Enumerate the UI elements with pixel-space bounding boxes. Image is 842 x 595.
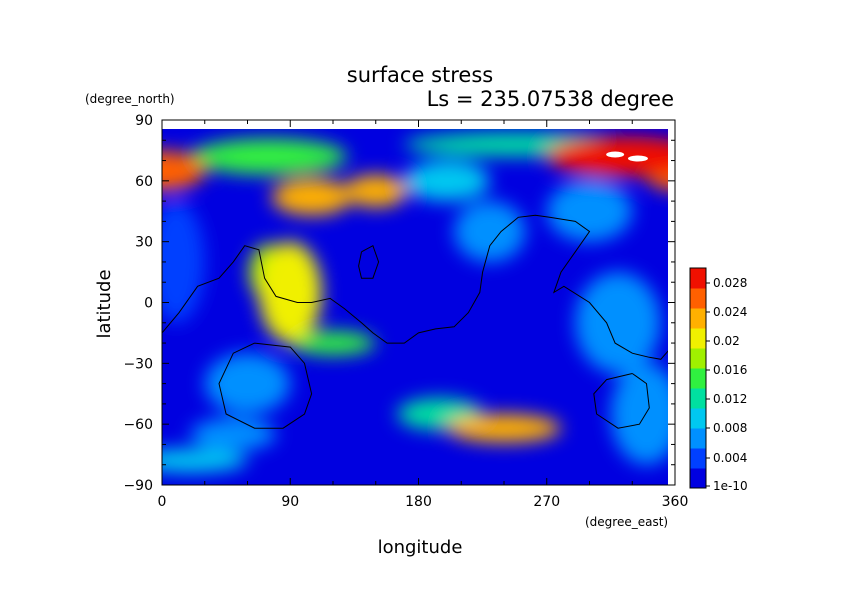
- axis-ticks: [161, 119, 676, 486]
- colorbar: 0.028 0.024 0.02 0.016 0.012 0.008 0.004 1e-10: [689, 267, 748, 493]
- x-tick-label: 180: [405, 494, 432, 510]
- y-tick-label: 60: [135, 174, 153, 190]
- contour-basin-hellas-east: [593, 373, 650, 429]
- stress-blob-20: [546, 136, 668, 177]
- x-tick-label: 270: [533, 494, 560, 510]
- stress-blob-14: [258, 241, 322, 344]
- x-tick-labels: 0 90 180 270 360: [158, 494, 689, 510]
- colorbar-segment: [690, 428, 706, 449]
- x-tick-label: 0: [158, 494, 167, 510]
- colorbar-segment: [690, 348, 706, 369]
- stress-blob-5: [546, 180, 633, 242]
- y-axis-label: latitude: [94, 269, 115, 338]
- colorbar-tick-label: 0.028: [713, 276, 747, 290]
- y-tick-label: −30: [123, 356, 153, 372]
- stress-blob-12: [290, 330, 376, 356]
- y-tick-label: 90: [135, 113, 153, 129]
- colorbar-tick-label: 0.008: [713, 421, 747, 435]
- y-tick-label: 0: [144, 296, 153, 312]
- colorbar-segment: [690, 408, 706, 429]
- topography-contours: [162, 214, 668, 429]
- colorbar-segment: [690, 268, 706, 289]
- chart-title: surface stress: [347, 63, 493, 87]
- colorbar-tick-label: 0.02: [713, 334, 740, 348]
- y-tick-label: −90: [123, 478, 153, 494]
- colorbar-frame: [689, 267, 707, 489]
- stress-blob-8: [404, 160, 490, 202]
- colorbar-segment: [690, 328, 706, 349]
- x-axis-label: longitude: [378, 537, 463, 558]
- colorbar-segment: [690, 308, 706, 329]
- chart-subtitle: Ls = 235.07538 degree: [427, 87, 674, 111]
- stress-peak-spot-2: [627, 155, 648, 162]
- colorbar-tick-label: 0.016: [713, 363, 747, 377]
- contour-basin-argyre: [218, 342, 313, 429]
- plot-area: [161, 119, 676, 486]
- stress-field: [162, 132, 668, 473]
- stress-blob-15: [447, 414, 561, 443]
- stress-blob-4: [190, 418, 276, 451]
- colorbar-segment: [690, 288, 706, 309]
- colorbar-tick-label: 0.012: [713, 392, 747, 406]
- colorbar-segment: [690, 388, 706, 409]
- x-tick-label: 360: [662, 494, 689, 510]
- stress-blob-18: [162, 150, 205, 191]
- colorbar-tick-label: 1e-10: [713, 479, 748, 493]
- y-tick-label: 30: [135, 235, 153, 251]
- colorbar-segment: [690, 468, 706, 489]
- contour-coast-tharsis: [162, 214, 668, 360]
- stress-blob-2: [575, 272, 661, 374]
- stress-peak-spot-1: [606, 151, 625, 158]
- stress-blob-6: [610, 363, 668, 465]
- colorbar-tick-label: 0.024: [713, 305, 747, 319]
- stress-blob-16: [271, 178, 352, 216]
- stress-blob-1: [454, 201, 526, 262]
- y-tick-labels: 90 60 30 0 −30 −60 −90: [123, 113, 153, 494]
- x-units-label: (degree_east): [585, 515, 668, 529]
- x-tick-label: 90: [281, 494, 299, 510]
- colorbar-segment: [690, 448, 706, 469]
- y-tick-label: −60: [123, 417, 153, 433]
- colorbar-tick-label: 0.004: [713, 451, 747, 465]
- stress-blob-3: [204, 353, 291, 415]
- stress-blob-17: [344, 174, 408, 208]
- stress-blob-7: [162, 448, 248, 473]
- stress-blob-0: [162, 201, 205, 323]
- y-units-label: (degree_north): [85, 92, 175, 106]
- contour-crater-small: [358, 244, 380, 279]
- colorbar-segment: [690, 368, 706, 389]
- stress-blob-11: [190, 138, 348, 175]
